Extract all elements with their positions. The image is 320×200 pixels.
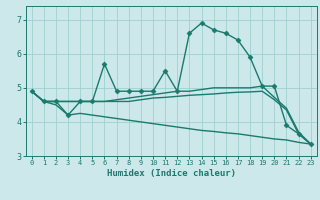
- X-axis label: Humidex (Indice chaleur): Humidex (Indice chaleur): [107, 169, 236, 178]
